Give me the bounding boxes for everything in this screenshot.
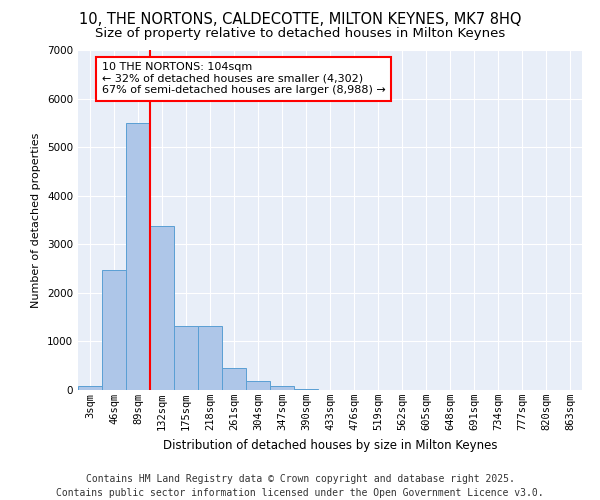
- Bar: [222, 368, 246, 390]
- Bar: [294, 388, 318, 390]
- Bar: [102, 270, 126, 390]
- X-axis label: Distribution of detached houses by size in Milton Keynes: Distribution of detached houses by size …: [163, 438, 497, 452]
- Text: Size of property relative to detached houses in Milton Keynes: Size of property relative to detached ho…: [95, 28, 505, 40]
- Text: 10 THE NORTONS: 104sqm
← 32% of detached houses are smaller (4,302)
67% of semi-: 10 THE NORTONS: 104sqm ← 32% of detached…: [102, 62, 386, 96]
- Bar: [78, 386, 102, 390]
- Bar: [246, 381, 270, 390]
- Text: Contains HM Land Registry data © Crown copyright and database right 2025.
Contai: Contains HM Land Registry data © Crown c…: [56, 474, 544, 498]
- Bar: [126, 124, 150, 390]
- Bar: [174, 326, 198, 390]
- Y-axis label: Number of detached properties: Number of detached properties: [31, 132, 41, 308]
- Bar: [270, 386, 294, 390]
- Bar: [150, 226, 174, 390]
- Bar: [198, 326, 222, 390]
- Text: 10, THE NORTONS, CALDECOTTE, MILTON KEYNES, MK7 8HQ: 10, THE NORTONS, CALDECOTTE, MILTON KEYN…: [79, 12, 521, 28]
